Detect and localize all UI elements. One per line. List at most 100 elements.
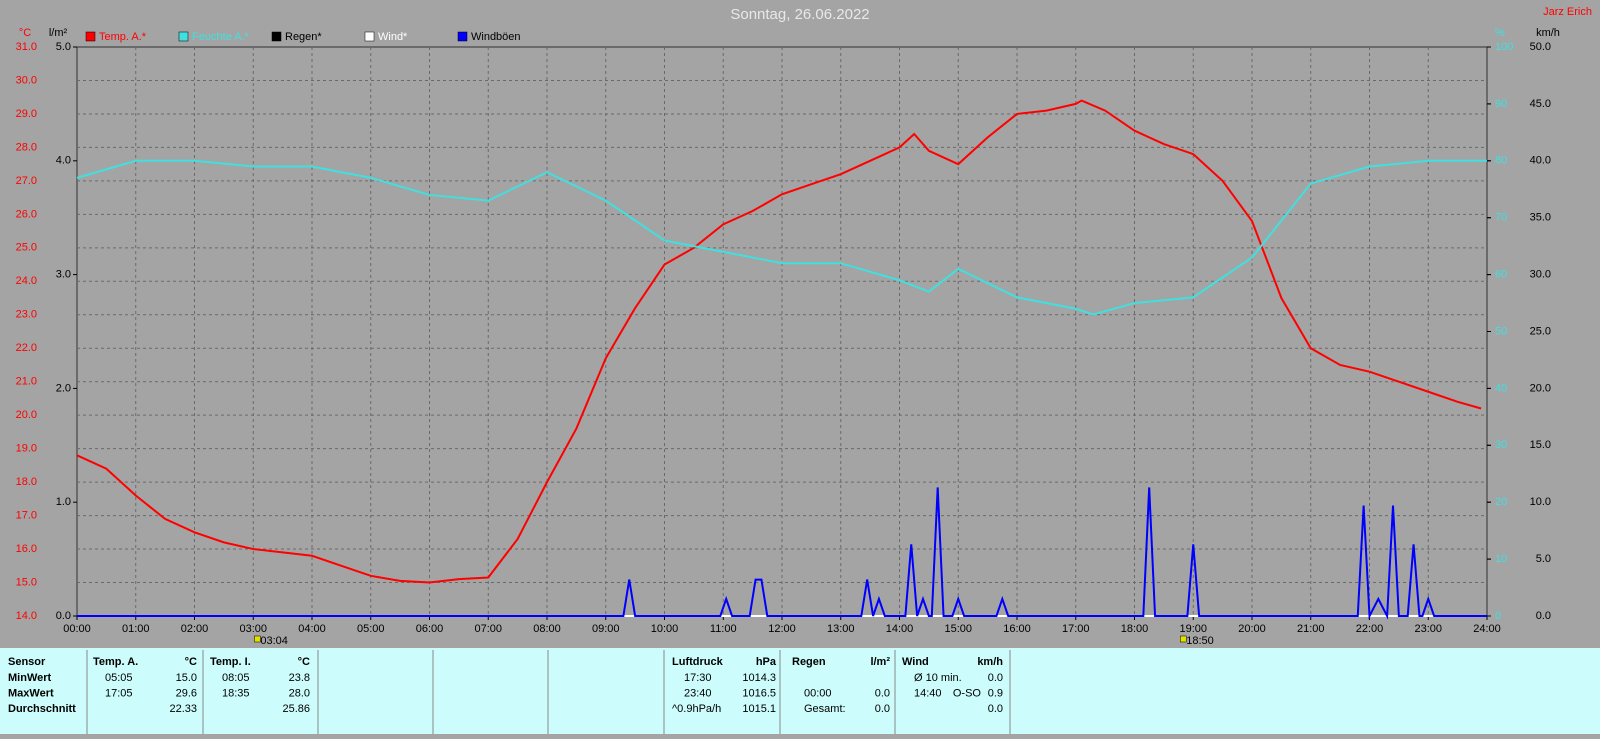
y4-tick-label: 15.0 [1530, 439, 1551, 451]
y2-unit: l/m² [49, 27, 68, 39]
legend-label: Windböen [471, 31, 521, 43]
y4-tick-label: 45.0 [1530, 98, 1551, 110]
table-value: 1016.5 [742, 687, 776, 699]
x-tick-label: 19:00 [1179, 623, 1207, 635]
table-header: Regen [792, 656, 826, 668]
y-tick-label: 20.0 [16, 409, 37, 421]
table-value: 0.0 [875, 703, 890, 715]
y-tick-label: 30.0 [16, 74, 37, 86]
table-cell: 18:35 [222, 687, 250, 699]
y3-tick-label: 30 [1495, 439, 1507, 451]
sun-marker [1180, 635, 1187, 643]
series-line [77, 487, 1487, 620]
sun-marker [254, 635, 261, 643]
legend-swatch [85, 31, 96, 42]
series-line [76, 99, 1482, 584]
table-cell: 23:40 [684, 687, 712, 699]
table-value: 0.0 [988, 703, 1003, 715]
y3-tick-label: 10 [1495, 553, 1507, 565]
x-tick-label: 20:00 [1238, 623, 1266, 635]
table-cell: Ø 10 min. [914, 672, 962, 684]
x-tick-label: 11:00 [710, 623, 737, 635]
y3-tick-label: 20 [1495, 496, 1507, 508]
legend-label: Feuchte A.* [192, 31, 250, 43]
annotation: 18:50 [1186, 635, 1214, 647]
x-tick-label: 06:00 [416, 623, 444, 635]
y-tick-label: 26.0 [16, 208, 37, 220]
x-tick-label: 12:00 [768, 623, 796, 635]
x-tick-label: 17:00 [1062, 623, 1090, 635]
series-line [76, 159, 1487, 316]
table-value: 1014.3 [742, 672, 776, 684]
y4-tick-label: 50.0 [1530, 41, 1551, 53]
table-row-label: MinWert [8, 672, 52, 684]
x-tick-label: 14:00 [886, 623, 914, 635]
table-value: 23.8 [289, 672, 310, 684]
x-tick-label: 09:00 [592, 623, 620, 635]
y-tick-label: 25.0 [16, 242, 37, 254]
annotation: 03:04 [260, 635, 288, 647]
table-row-label: Durchschnitt [8, 703, 76, 715]
y-tick-label: 21.0 [16, 376, 37, 388]
legend-label: Temp. A.* [99, 31, 147, 43]
y4-tick-label: 0.0 [1536, 610, 1551, 622]
y-tick-label: 19.0 [16, 443, 37, 455]
y2-tick-label: 4.0 [56, 155, 71, 167]
y3-tick-label: 50 [1495, 325, 1507, 337]
x-tick-label: 01:00 [122, 623, 150, 635]
y4-tick-label: 25.0 [1530, 325, 1551, 337]
y-tick-label: 29.0 [16, 108, 37, 120]
y-tick-label: 23.0 [16, 309, 37, 321]
legend-label: Regen* [285, 31, 322, 43]
table-unit: °C [185, 656, 197, 668]
legend-label: Wind* [378, 31, 408, 43]
table-value: 15.0 [176, 672, 197, 684]
author: Jarz Erich [1543, 6, 1592, 18]
y4-tick-label: 5.0 [1536, 553, 1551, 565]
y2-tick-label: 5.0 [56, 41, 71, 53]
legend-swatch [178, 31, 189, 42]
table-cell: 00:00 [804, 687, 832, 699]
y4-tick-label: 20.0 [1530, 382, 1551, 394]
table-cell: 14:40 [914, 687, 942, 699]
y4-tick-label: 10.0 [1530, 496, 1551, 508]
y3-tick-label: 100 [1495, 41, 1513, 53]
table-value: 25.86 [282, 703, 310, 715]
x-tick-label: 08:00 [533, 623, 561, 635]
x-tick-label: 13:00 [827, 623, 855, 635]
y-tick-label: 22.0 [16, 342, 37, 354]
chart-title: Sonntag, 26.06.2022 [730, 6, 869, 23]
x-tick-label: 16:00 [1003, 623, 1031, 635]
table-header: Luftdruck [672, 656, 724, 668]
y-tick-label: 28.0 [16, 141, 37, 153]
y-tick-label: 15.0 [16, 576, 37, 588]
y2-tick-label: 0.0 [56, 610, 71, 622]
y3-tick-label: 90 [1495, 98, 1507, 110]
y-tick-label: 16.0 [16, 543, 37, 555]
table-unit: hPa [756, 656, 777, 668]
table-value: 0.0 [988, 672, 1003, 684]
table-cell: 08:05 [222, 672, 250, 684]
y2-tick-label: 3.0 [56, 269, 71, 281]
x-tick-label: 24:00 [1473, 623, 1501, 635]
x-tick-label: 02:00 [181, 623, 209, 635]
y3-tick-label: 0 [1495, 610, 1501, 622]
table-value: 29.6 [176, 687, 197, 699]
table-value: 0.9 [988, 687, 1003, 699]
y-tick-label: 14.0 [16, 610, 37, 622]
table-header: Temp. A. [93, 656, 138, 668]
x-tick-label: 07:00 [474, 623, 502, 635]
table-cell: 05:05 [105, 672, 133, 684]
y-tick-label: 18.0 [16, 476, 37, 488]
y2-tick-label: 1.0 [56, 496, 71, 508]
table-header: Sensor [8, 656, 46, 668]
y-unit: °C [19, 27, 31, 39]
table-unit: l/m² [870, 656, 890, 668]
table-cell: ^0.9hPa/h [672, 703, 721, 715]
y-tick-label: 27.0 [16, 175, 37, 187]
table-cell: Gesamt: [804, 703, 846, 715]
y3-tick-label: 40 [1495, 382, 1507, 394]
legend-swatch [364, 31, 375, 42]
table-header: Wind [902, 656, 929, 668]
